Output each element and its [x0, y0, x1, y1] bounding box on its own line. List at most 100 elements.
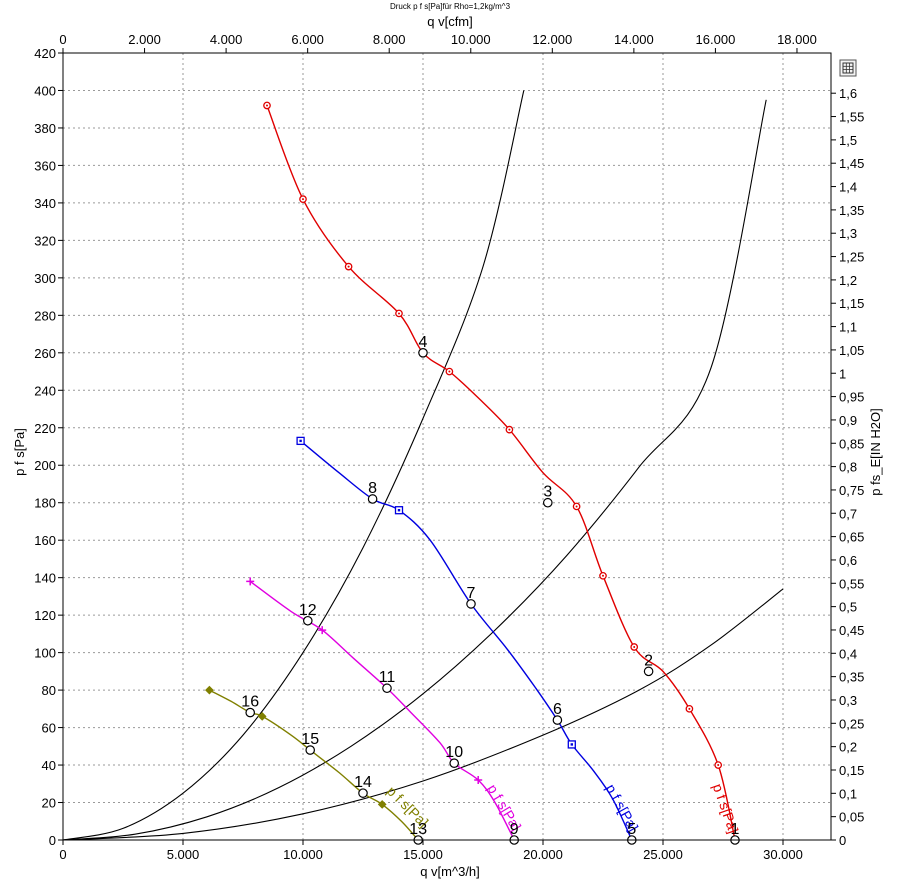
series-marker-center [508, 428, 511, 431]
y-right-tick-label: 0,75 [839, 483, 864, 498]
operating-point-label: 11 [379, 669, 396, 686]
y-tick-label: 140 [34, 571, 56, 586]
operating-point-marker [367, 494, 378, 504]
series-marker-center [633, 645, 636, 648]
operating-point-label: 1 [731, 821, 740, 838]
y-tick-label: 380 [34, 121, 56, 136]
y-right-tick-label: 0,7 [839, 506, 857, 521]
y-tick-label: 280 [34, 308, 56, 323]
x-top-tick-label: 0 [59, 32, 66, 47]
y-right-tick-label: 0,3 [839, 693, 857, 708]
grid-table-icon[interactable] [839, 59, 857, 77]
x-top-tick-label: 10.000 [451, 32, 491, 47]
y-tick-label: 240 [34, 383, 56, 398]
operating-point-marker [643, 666, 654, 677]
system-curves [62, 90, 784, 841]
y-right-tick-label: 1,4 [839, 180, 857, 195]
x-top-tick-label: 12.000 [532, 32, 572, 47]
y-right-tick-label: 0,55 [839, 576, 864, 591]
y-right-tick-label: 0,25 [839, 716, 864, 731]
series-marker-center [347, 265, 350, 268]
y-right-tick-label: 0,95 [839, 390, 864, 405]
y-right-tick-label: 1 [839, 366, 846, 381]
y-tick-label: 100 [34, 646, 56, 661]
y-right-tick-label: 0,9 [839, 413, 857, 428]
x-top-tick-label: 14.000 [614, 32, 654, 47]
series-marker [246, 577, 255, 586]
x-tick-label: 5.000 [167, 847, 200, 862]
operating-point-marker [302, 615, 313, 626]
y-tick-label: 200 [34, 458, 56, 473]
operating-point-marker [552, 715, 563, 725]
operating-point-marker [245, 707, 255, 718]
operating-point-marker [466, 599, 476, 609]
y-right-tick-label: 0,1 [839, 786, 857, 801]
y-right-tick-label: 0,65 [839, 530, 864, 545]
system-curve-1 [62, 90, 525, 841]
y-tick-label: 400 [34, 83, 56, 98]
y-axis-label: p f s[Pa] [12, 428, 27, 476]
operating-point-marker [382, 683, 392, 694]
operating-point-marker [449, 758, 459, 768]
series-marker [257, 711, 267, 721]
x-top-tick-label: 16.000 [696, 32, 736, 47]
y-tick-label: 120 [34, 608, 56, 623]
series-marker-center [398, 312, 400, 315]
x-tick-label: 0 [59, 847, 66, 862]
system-curve-3 [62, 588, 784, 841]
y-tick-label: 60 [42, 721, 56, 736]
y-right-tick-label: 0,2 [839, 740, 857, 755]
operating-point-label: 15 [301, 731, 319, 748]
y-right-tick-label: 1,35 [839, 203, 864, 218]
x-tick-label: 15.000 [403, 847, 443, 862]
operating-point-marker [358, 788, 368, 798]
operating-point-marker [418, 348, 428, 358]
y-right-tick-label: 1,05 [839, 343, 864, 358]
operating-point-marker [542, 497, 553, 508]
series-marker [474, 776, 483, 785]
y-tick-label: 420 [34, 46, 56, 61]
fan-series: p f s[Pa]p f s[Pa]p f s[Pa]p f s[Pa] [205, 101, 742, 841]
y-right-tick-label: 0,6 [839, 553, 857, 568]
operating-point-label: 4 [419, 334, 428, 351]
y-tick-label: 80 [42, 683, 56, 698]
y-tick-label: 160 [34, 533, 56, 548]
x-tick-label: 10.000 [283, 847, 323, 862]
operating-point-label: 12 [299, 602, 317, 619]
series-marker-center [570, 743, 573, 746]
series-marker-center [717, 764, 720, 767]
series-line-3 [249, 580, 515, 841]
grid-lines [63, 53, 831, 840]
x-top-tick-label: 8.000 [373, 32, 406, 47]
y-right-tick-label: 1,5 [839, 133, 857, 148]
y-right-tick-label: 0 [839, 833, 846, 848]
y-tick-label: 0 [49, 833, 56, 848]
series-line-2 [300, 440, 633, 841]
y-right-tick-label: 1,45 [839, 156, 864, 171]
x-top-tick-label: 2.000 [128, 32, 161, 47]
operating-point-label: 16 [241, 694, 259, 711]
operating-point-label: 14 [354, 774, 372, 791]
y-right-tick-label: 0,15 [839, 763, 864, 778]
y-right-tick-label: 0,45 [839, 623, 864, 638]
x-tick-label: 30.000 [763, 847, 803, 862]
y-tick-label: 20 [42, 796, 56, 811]
x-tick-label: 20.000 [523, 847, 563, 862]
y-right-tick-label: 0,4 [839, 646, 857, 661]
operating-point-label: 2 [644, 652, 653, 669]
y-tick-label: 340 [34, 196, 56, 211]
y-tick-label: 260 [34, 346, 56, 361]
operating-point-label: 10 [445, 744, 463, 761]
series-marker [318, 626, 327, 635]
operating-point-label: 8 [368, 480, 377, 497]
operating-point-label: 5 [627, 821, 636, 838]
x-axis-label: q v[m^3/h] [420, 864, 480, 879]
plot-frame [62, 52, 832, 841]
series-marker-center [688, 707, 691, 710]
y-tick-label: 40 [42, 758, 56, 773]
operating-point-label: 6 [553, 701, 562, 718]
series-marker-center [448, 370, 451, 373]
y-right-tick-label: 1,2 [839, 273, 857, 288]
operating-point-label: 3 [543, 484, 552, 501]
y-right-axis-label: p fs_E[IN H2O] [868, 408, 883, 495]
